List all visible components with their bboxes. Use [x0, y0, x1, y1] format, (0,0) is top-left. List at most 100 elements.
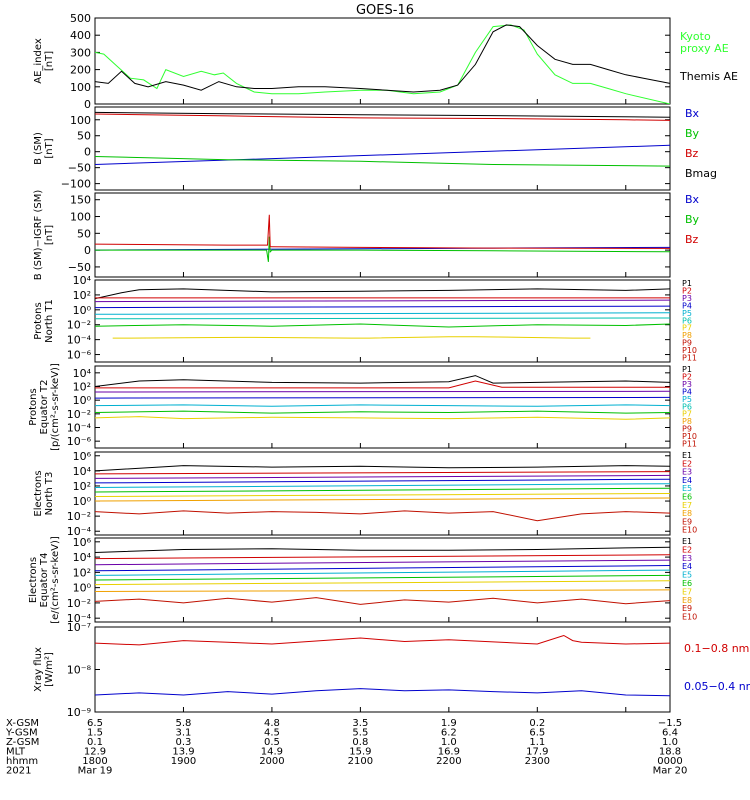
y-tick-label: 10⁻²: [67, 510, 91, 523]
legend-label: E9: [682, 517, 692, 526]
x-row-value: 1.5: [87, 728, 103, 739]
y-axis-label: B (SM): [33, 132, 44, 165]
y-axis-label: Electrons: [28, 557, 39, 603]
x-row-value: 4.5: [264, 728, 280, 739]
x-row-label: MLT: [6, 747, 26, 758]
legend-label: P11: [682, 440, 697, 449]
y-tick-label: −100: [61, 178, 91, 191]
series-line-e2: [95, 471, 670, 475]
y-tick-label: 10²: [73, 381, 91, 394]
series-group: [95, 24, 670, 104]
y-axis-label: [e/(cm²-s-sr-keV)]: [50, 536, 61, 624]
legend-label: E6: [682, 579, 692, 588]
x-row-value: Mar 20: [653, 766, 688, 777]
y-tick-label: 10⁰: [73, 394, 92, 407]
y-axis-label: Equator T4: [39, 553, 50, 608]
legend-label: proxy AE: [680, 42, 729, 55]
x-row-label: Z-GSM: [6, 737, 39, 748]
legend-label: P3: [682, 294, 692, 303]
series-line-e7: [95, 580, 670, 586]
series-line-e3: [95, 474, 670, 479]
x-row-value: −1.5: [658, 718, 682, 729]
series-group: [95, 465, 670, 522]
y-axis-label: Equator T2: [39, 380, 50, 435]
y-tick-label: 10⁻⁴: [67, 422, 92, 435]
x-row-value: 1.1: [529, 737, 545, 748]
legend-label: E7: [682, 587, 692, 596]
x-row-value: 0.3: [176, 737, 192, 748]
x-row-value: 1900: [171, 756, 196, 767]
legend-label: P6: [682, 402, 692, 411]
series-line-p6: [95, 410, 670, 414]
y-tick-label: 10⁴: [73, 274, 92, 287]
x-row-value: 6.5: [87, 718, 103, 729]
legend-label: P8: [682, 331, 692, 340]
series-line-themis-ae: [95, 24, 670, 93]
x-row-value: 2100: [348, 756, 373, 767]
y-tick-label: 10²: [73, 289, 91, 302]
y-axis-label: North T3: [44, 472, 55, 516]
legend-label: Bmag: [685, 167, 717, 180]
y-axis-label: North T1: [44, 299, 55, 343]
series-group: [95, 111, 670, 167]
panel-frame: [94, 106, 671, 191]
series-line-e4: [95, 478, 670, 484]
x-row-value: 3.5: [352, 718, 368, 729]
y-axis-label: [p/(cm²-s-sr-keV)]: [50, 363, 61, 451]
y-tick-label: 100: [70, 114, 91, 127]
legend-label: E5: [682, 484, 692, 493]
y-axis-label: Xray flux: [33, 647, 44, 692]
y-axis-label: [nT]: [44, 225, 55, 245]
series-line-e8: [95, 497, 670, 502]
series-line-p3: [95, 390, 670, 393]
legend-label: P6: [682, 316, 692, 325]
y-tick-label: 10⁻⁶: [67, 349, 92, 362]
legend-label: P7: [682, 324, 692, 333]
y-tick-label: 150: [70, 194, 91, 207]
series-line-p1: [95, 288, 670, 300]
x-row-value: 1.0: [662, 737, 678, 748]
y-tick-label: 50: [77, 130, 91, 143]
x-row-value: 0.2: [529, 718, 545, 729]
x-row-value: Mar 19: [78, 766, 113, 777]
series-line-by: [95, 236, 670, 262]
x-row-value: 17.9: [526, 747, 548, 758]
x-row-value: 1800: [82, 756, 107, 767]
series-line-p3: [95, 299, 670, 303]
legend-label: E10: [682, 613, 697, 622]
legend-label: E9: [682, 604, 692, 613]
legend-label: P7: [682, 410, 692, 419]
x-row-value: 13.9: [172, 747, 194, 758]
legend-label: E8: [682, 596, 692, 605]
series-group: [95, 546, 670, 605]
series-line-bmag: [95, 111, 670, 118]
series-line-e2: [95, 554, 670, 560]
series-line-p8: [112, 336, 591, 339]
y-tick-label: 10⁻²: [67, 597, 91, 610]
x-row-value: 5.5: [352, 728, 368, 739]
series-line-e3: [95, 559, 670, 566]
x-row-value: 4.8: [264, 718, 280, 729]
panel-2: −100 −50 0 50 100 B (SM) [nT] Bx By Bz Bmag: [33, 106, 717, 191]
x-row-label: hhmm: [6, 756, 38, 767]
chart-title: GOES-16: [356, 3, 414, 18]
series-line-p4: [95, 396, 670, 399]
y-axis-label: Protons: [33, 302, 44, 339]
legend-label: P5: [682, 309, 692, 318]
x-row-value: 0.5: [264, 737, 280, 748]
legend-label: Bz: [685, 147, 699, 160]
x-row-value: 1.9: [441, 718, 457, 729]
series-line-e8: [95, 589, 670, 592]
y-tick-label: 500: [70, 12, 91, 25]
x-row-value: 2200: [436, 756, 461, 767]
y-tick-label: 0: [84, 244, 91, 257]
panel-7: 10⁶ 10⁴ 10² 10⁰ 10⁻² 10⁻⁴ Electrons Equator T4[…: [28, 536, 697, 625]
x-row-value: 6.4: [662, 728, 678, 739]
legend-label: By: [685, 127, 700, 140]
panel-8: 10⁻⁷ 10⁻⁸ 10⁻⁹ Xray flux [W/m²] 0.1−0.8 nm 0.0…: [33, 621, 750, 719]
series-line-e6: [95, 574, 670, 581]
panel-4: 10⁴ 10² 10⁰ 10⁻² 10⁻⁴ 10⁻⁶ Protons North T1 P1P2…: [33, 274, 697, 363]
legend-label: P10: [682, 432, 697, 441]
